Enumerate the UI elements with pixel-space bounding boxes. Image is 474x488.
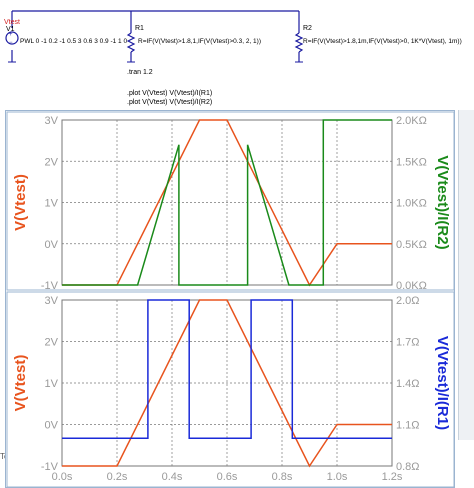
- plot-directive-r2[interactable]: .plot V(Vtest) V(Vtest)/I(R2): [127, 99, 213, 106]
- tran-directive[interactable]: .tran 1.2: [127, 69, 153, 76]
- x-tick-label: 0.6s: [217, 471, 238, 483]
- y-right-tick-label: 1.0KΩ: [396, 198, 427, 210]
- r1-value-label[interactable]: R=IF(V(Vtest)>1.8,1,IF(V(Vtest)>0.3, 2, …: [138, 38, 261, 45]
- svg-text:+: +: [9, 32, 13, 38]
- y-right-tick-label: 1.4Ω: [396, 378, 420, 390]
- pane-frame: [6, 291, 455, 488]
- window-edge-strip: [458, 110, 474, 440]
- y-right-tick-label: 2.0KΩ: [396, 115, 427, 127]
- r1-name-label[interactable]: R1: [135, 25, 144, 32]
- y-right-tick-label: 1.5KΩ: [396, 156, 427, 168]
- y-axis-title-right[interactable]: V(Vtest)/I(R1): [434, 336, 451, 430]
- r2-value-label[interactable]: R=IF(V(Vtest)>1.8,1m,IF(V(Vtest)>0, 1K*V…: [303, 38, 462, 45]
- x-tick-label: 1.2s: [382, 471, 403, 483]
- svg-text:−: −: [9, 40, 13, 46]
- r2-name-label[interactable]: R2: [303, 25, 312, 32]
- y-tick-label: 0V: [45, 420, 59, 432]
- y-tick-label: -1V: [41, 461, 59, 473]
- trace-resistance[interactable]: [62, 119, 392, 286]
- resistor-r1-symbol[interactable]: [126, 32, 136, 53]
- voltage-source-symbol[interactable]: + −: [5, 31, 19, 46]
- y-tick-label: -1V: [41, 280, 59, 292]
- y-tick-label: 2V: [45, 156, 59, 168]
- schematic-wires: [11, 10, 300, 62]
- y-right-tick-label: 0.0KΩ: [396, 280, 427, 292]
- y-right-tick-label: 1.1Ω: [396, 420, 420, 432]
- y-right-tick-label: 2.0Ω: [396, 295, 420, 307]
- trace-vtest[interactable]: [62, 299, 392, 468]
- y-tick-label: 1V: [45, 198, 59, 210]
- y-right-tick-label: 0.5KΩ: [396, 239, 427, 251]
- trace-resistance[interactable]: [62, 299, 392, 440]
- plot-pane-r2[interactable]: -1V 0.0KΩ 0V 0.5KΩ 1V 1.0KΩ 2V 1.5KΩ 3V 2.0KΩ V(Vt…: [6, 111, 455, 292]
- resistor-r2-symbol[interactable]: [294, 32, 304, 53]
- y-axis-title-left[interactable]: V(Vtest): [12, 174, 29, 231]
- source-name-label[interactable]: V1: [6, 26, 15, 33]
- y-axis-title-right[interactable]: V(Vtest)/I(R2): [434, 155, 451, 249]
- plot-directive-r1[interactable]: .plot V(Vtest) V(Vtest)/I(R1): [127, 90, 213, 97]
- y-tick-label: 1V: [45, 378, 59, 390]
- y-axis-title-left[interactable]: V(Vtest): [12, 355, 29, 412]
- x-tick-label: 1.0s: [327, 471, 348, 483]
- x-tick-label: 0.4s: [162, 471, 183, 483]
- x-tick-label: 0.0s: [52, 471, 73, 483]
- plot-pane-r1[interactable]: -1V 0.8Ω 0V 1.1Ω 1V 1.4Ω 2V 1.7Ω 3V 2.0Ω 0.0s 0.2s 0…: [6, 291, 455, 488]
- y-tick-label: 3V: [45, 115, 59, 127]
- source-value-label[interactable]: PWL 0 -1 0.2 -1 0.5 3 0.6 3 0.9 -1 1 0: [20, 38, 127, 45]
- x-tick-label: 0.8s: [272, 471, 293, 483]
- schematic-canvas[interactable]: + − Vtest V1 PWL 0 -1 0.2 -1 0.5 3 0.6 3…: [0, 0, 474, 110]
- pane-frame: [6, 111, 455, 291]
- y-tick-label: 3V: [45, 295, 59, 307]
- y-right-tick-label: 1.7Ω: [396, 337, 420, 349]
- y-right-tick-label: 0.8Ω: [396, 461, 420, 473]
- y-tick-label: 2V: [45, 337, 59, 349]
- net-label-vtest[interactable]: Vtest: [4, 19, 20, 26]
- clipped-edge-text: Te: [0, 452, 8, 461]
- y-tick-label: 0V: [45, 239, 59, 251]
- x-tick-label: 0.2s: [107, 471, 128, 483]
